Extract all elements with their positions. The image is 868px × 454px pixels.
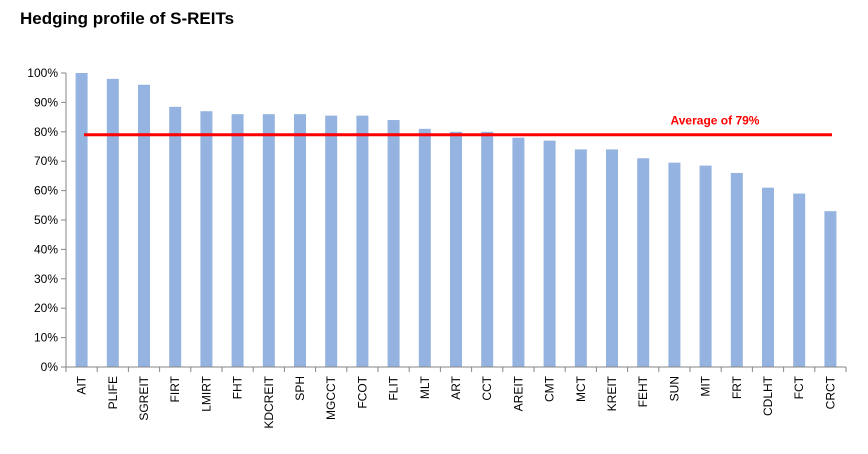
y-tick-label: 0% — [41, 360, 59, 374]
bar-ait — [75, 73, 88, 367]
x-tick-label: LMIRT — [199, 375, 213, 411]
bar-sph — [294, 114, 306, 367]
x-axis-ticks: AIT PLIFE SGREIT FIRT LMIRT FHT KDCREIT SPH MGCC… — [65, 367, 847, 429]
bar-kreit — [606, 149, 618, 367]
y-tick-label: 70% — [34, 154, 58, 168]
y-tick-label: 50% — [34, 213, 58, 227]
y-tick-label: 80% — [34, 125, 58, 139]
bar-fct — [793, 193, 806, 367]
bar-sgreit — [138, 84, 150, 367]
x-tick-label: CMT — [543, 375, 557, 402]
x-tick-label: FLIT — [387, 375, 401, 400]
bar-cct — [481, 131, 494, 367]
average-label: Average of 79% — [671, 114, 760, 128]
x-tick-label: MLT — [418, 375, 432, 399]
y-tick-label: 30% — [34, 272, 58, 286]
bar-mlt — [418, 128, 431, 367]
y-tick-label: 20% — [34, 301, 58, 315]
bar-mct — [574, 149, 587, 367]
x-tick-label: ART — [449, 375, 463, 399]
x-tick-label: KDCREIT — [262, 375, 276, 428]
x-tick-label: FEHT — [636, 375, 650, 407]
bar-art — [450, 131, 462, 367]
bar-crct — [824, 211, 837, 367]
x-tick-label: AREIT — [511, 375, 525, 411]
x-tick-label: CDLHT — [761, 375, 775, 416]
bar-sun — [668, 162, 681, 367]
x-tick-label: CRCT — [823, 375, 837, 409]
x-tick-label: FHT — [231, 375, 245, 399]
y-tick-label: 10% — [34, 331, 58, 345]
bar-kdcreit — [262, 114, 275, 367]
bar-fht — [231, 114, 244, 367]
x-tick-label: AIT — [75, 375, 89, 394]
y-tick-label: 40% — [34, 242, 58, 256]
x-tick-label: MIT — [699, 375, 713, 396]
x-tick-label: FCT — [792, 375, 806, 399]
bar-feht — [637, 158, 650, 367]
x-tick-label: SPH — [293, 376, 307, 401]
x-tick-label: KREIT — [605, 375, 619, 411]
chart-title: Hedging profile of S-REITs — [20, 9, 235, 28]
y-tick-label: 60% — [34, 184, 58, 198]
x-tick-label: FIRT — [168, 375, 182, 402]
bar-lmirt — [200, 111, 213, 367]
bars — [75, 73, 837, 367]
y-tick-label: 100% — [27, 66, 58, 80]
y-tick-label: 90% — [34, 95, 58, 109]
bar-firt — [169, 106, 182, 367]
bar-areit — [512, 137, 525, 367]
x-tick-label: MCT — [574, 375, 588, 402]
x-tick-label: PLIFE — [106, 376, 120, 409]
bar-plife — [106, 78, 119, 367]
x-tick-label: SUN — [667, 376, 681, 401]
bar-cdlht — [762, 187, 774, 367]
x-tick-label: MGCCT — [324, 375, 338, 420]
y-axis-ticks: 0% 10% 20% 30% 40% 50% 60% 70% 80% 90% 100% — [27, 66, 66, 374]
x-tick-label: FRT — [730, 375, 744, 399]
bar-mgcct — [325, 115, 338, 367]
bar-mit — [699, 165, 712, 367]
x-tick-label: CCT — [480, 375, 494, 400]
x-tick-label: FCOT — [355, 375, 369, 408]
bar-flit — [387, 120, 400, 367]
bar-fcot — [356, 115, 369, 367]
bar-cmt — [543, 140, 556, 367]
bar-frt — [730, 172, 743, 367]
x-tick-label: SGREIT — [137, 375, 151, 420]
